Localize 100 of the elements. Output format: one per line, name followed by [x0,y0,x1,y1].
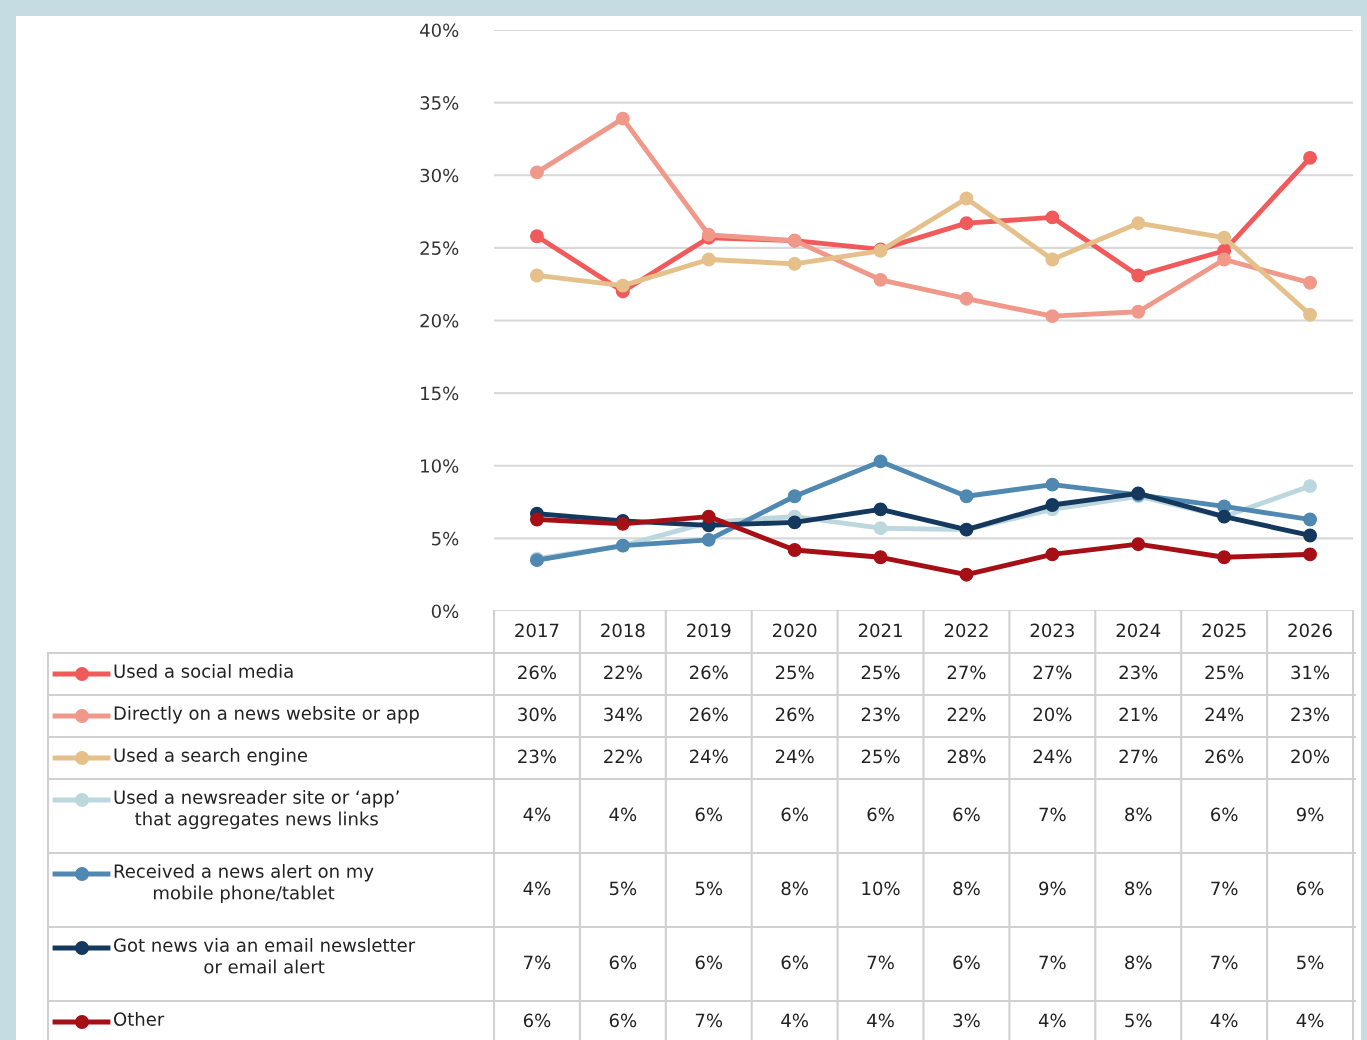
point [1045,210,1060,225]
x-tick-label: 2025 [1202,623,1246,638]
data-label: 6% [867,807,894,822]
data-label: 23% [1291,707,1330,722]
point [615,278,630,293]
x-tick-label: 2020 [773,623,817,638]
x-tick-label: 2021 [858,623,902,638]
point [701,252,716,267]
point [1303,512,1317,527]
data-label: 30% [518,707,557,722]
point [959,291,974,306]
data-label: 7% [867,955,894,970]
data-label: 27% [1033,665,1072,680]
data-label: 26% [690,707,728,722]
data-label: 24% [1033,749,1072,764]
point [615,111,630,126]
point [1217,550,1232,565]
data-label: 20% [1291,749,1330,764]
data-label: 4% [523,881,551,896]
point [701,532,716,547]
data-label: 23% [861,707,900,722]
x-tick-label: 2019 [687,623,731,638]
point [1303,275,1317,290]
point [1131,304,1146,319]
point [873,550,888,565]
data-label: 23% [518,749,557,764]
legend-label: Got news via an email newsletter or email alert [114,938,416,974]
data-label: 20% [1033,707,1072,722]
point [873,521,888,536]
x-tick-label: 2022 [944,623,988,638]
data-label: 4% [1210,1013,1238,1028]
data-label: 25% [861,665,900,680]
point [1303,307,1317,322]
data-label: 4% [867,1013,894,1028]
point [1045,309,1060,324]
y-tick-label: 5% [432,531,459,546]
data-label: 25% [1205,665,1244,680]
point [530,165,544,180]
data-label: 5% [695,881,723,896]
data-label: 7% [1211,881,1238,896]
y-tick-label: 0% [431,604,459,619]
point [1217,252,1232,267]
point [1303,547,1317,562]
data-label: 6% [781,955,808,970]
data-label: 6% [523,1013,551,1028]
data-label: 6% [695,955,723,970]
data-label: 4% [781,1013,808,1028]
data-label: 7% [1039,955,1066,970]
point [959,191,974,206]
data-label: 5% [1297,955,1324,970]
legend-label: Used a social media [114,664,293,678]
data-label: 4% [523,807,551,822]
data-label: 5% [1125,1013,1152,1028]
point [1217,230,1232,245]
point [873,454,888,469]
y-tick-label: 15% [421,386,459,401]
data-label: 7% [695,1013,723,1028]
y-tick-label: 25% [420,241,459,255]
data-label: 22% [604,665,642,680]
point [1045,477,1060,492]
data-label: 8% [781,881,808,896]
point [1045,547,1060,562]
data-label: 6% [609,955,637,970]
point [787,489,802,504]
data-label: 27% [1119,749,1158,764]
data-label: 28% [947,749,986,764]
data-label: 5% [609,881,637,896]
point [959,567,974,582]
point [959,216,974,231]
data-label: 7% [524,955,551,970]
data-label: 8% [953,881,980,896]
y-tick-label: 30% [420,168,459,183]
data-label: 24% [775,749,814,764]
y-tick-label: 40% [420,23,459,38]
data-label: 6% [781,807,808,822]
point [1045,498,1060,512]
x-tick-label: 2023 [1030,623,1074,638]
data-label: 9% [1039,881,1066,896]
point [787,543,802,557]
data-label: 4% [1038,1013,1066,1028]
data-label: 8% [1125,881,1152,896]
data-label: 6% [609,1013,637,1028]
data-label: 6% [953,955,980,970]
point [1131,537,1146,552]
data-label: 7% [1211,955,1238,970]
x-tick-label: 2018 [601,623,645,638]
legend-label: Used a newsreader site or ‘app’ that aggregates news links [114,790,399,830]
data-label: 4% [1296,1013,1324,1028]
point [1131,268,1146,283]
data-label: 22% [947,707,986,722]
y-tick-label: 35% [420,96,459,110]
data-label: 8% [1125,955,1152,970]
x-tick-label: 2024 [1116,623,1161,638]
legend-label: Directly on a news website or app [114,706,419,724]
data-label: 23% [1119,665,1158,680]
data-label: 26% [775,707,814,722]
point [530,512,544,527]
data-label: 25% [775,665,814,680]
point [1303,150,1317,165]
data-label: 34% [604,707,642,722]
